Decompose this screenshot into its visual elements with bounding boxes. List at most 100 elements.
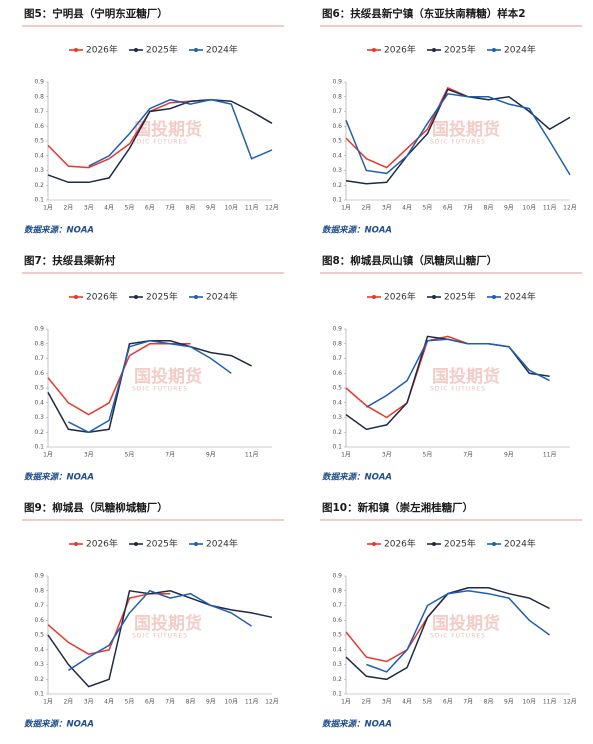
legend-dot xyxy=(492,48,496,52)
watermark-sub: SDIC FUTURES xyxy=(430,633,486,640)
chart-title: 图7：扶绥县渠新村 xyxy=(24,254,116,267)
x-tick-label: 8月 xyxy=(186,699,196,706)
watermark-sub: SDIC FUTURES xyxy=(132,139,188,146)
chart-title: 图5：宁明县（宁明东亚糖厂） xyxy=(24,7,168,20)
x-tick-label: 3月 xyxy=(84,205,94,212)
x-tick-label: 7月 xyxy=(165,699,175,706)
x-tick-label: 1月 xyxy=(43,205,53,212)
x-tick-label: 6月 xyxy=(145,699,155,706)
legend-dot xyxy=(492,295,496,299)
legend-label: 2026年 xyxy=(384,44,416,56)
y-tick-label: 0.2 xyxy=(34,429,44,436)
y-tick-label: 0.1 xyxy=(34,691,44,698)
y-tick-label: 0.3 xyxy=(332,167,342,174)
legend-label: 2025年 xyxy=(146,291,178,303)
legend-label: 2025年 xyxy=(444,291,476,303)
x-tick-label: 5月 xyxy=(423,452,433,459)
y-tick-label: 0.6 xyxy=(34,123,44,130)
y-tick-label: 0.4 xyxy=(332,152,342,159)
y-tick-label: 0.8 xyxy=(332,93,342,100)
x-tick-label: 9月 xyxy=(206,699,216,706)
series-line xyxy=(47,98,211,169)
watermark: 国投期货 xyxy=(432,613,500,634)
x-tick-label: 9月 xyxy=(504,205,514,212)
y-tick-label: 0.4 xyxy=(332,399,342,406)
legend-dot xyxy=(74,48,78,52)
x-tick-label: 1月 xyxy=(43,699,53,706)
x-tick-label: 2月 xyxy=(63,205,73,212)
legend-dot xyxy=(74,295,78,299)
chart-title: 图8：柳城县凤山镇（凤糖凤山糖厂） xyxy=(322,254,497,267)
x-tick-label: 7月 xyxy=(463,699,473,706)
source-note: 数据来源：NOAA xyxy=(24,225,94,236)
x-tick-label: 7月 xyxy=(165,452,175,459)
y-tick-label: 0.6 xyxy=(34,617,44,624)
y-tick-label: 0.5 xyxy=(332,632,342,639)
x-tick-label: 12月 xyxy=(563,699,577,706)
y-tick-label: 0.8 xyxy=(34,93,44,100)
x-tick-label: 3月 xyxy=(84,699,94,706)
x-tick-label: 5月 xyxy=(125,205,135,212)
y-tick-label: 0.3 xyxy=(332,661,342,668)
y-tick-label: 0.7 xyxy=(34,602,44,609)
legend-label: 2026年 xyxy=(86,44,118,56)
y-tick-label: 0.7 xyxy=(34,108,44,115)
legend-dot xyxy=(134,295,138,299)
x-tick-label: 11月 xyxy=(245,452,259,459)
x-tick-label: 8月 xyxy=(484,205,494,212)
y-tick-label: 0.1 xyxy=(332,444,342,451)
y-tick-label: 0.5 xyxy=(34,138,44,145)
legend-dot xyxy=(372,48,376,52)
x-tick-label: 4月 xyxy=(402,205,412,212)
legend-label: 2025年 xyxy=(146,538,178,550)
y-tick-label: 0.5 xyxy=(34,385,44,392)
y-tick-label: 0.1 xyxy=(34,197,44,204)
series-line xyxy=(366,590,551,673)
x-tick-label: 2月 xyxy=(63,699,73,706)
x-tick-label: 4月 xyxy=(104,699,114,706)
legend-label: 2024年 xyxy=(206,44,238,56)
legend-dot xyxy=(194,295,198,299)
x-tick-label: 7月 xyxy=(165,205,175,212)
legend-dot xyxy=(74,542,78,546)
legend-dot xyxy=(432,542,436,546)
y-tick-label: 0.9 xyxy=(34,573,44,580)
source-note: 数据来源：NOAA xyxy=(322,719,392,730)
legend-label: 2026年 xyxy=(384,538,416,550)
x-tick-label: 12月 xyxy=(265,699,279,706)
legend-dot xyxy=(432,48,436,52)
legend-dot xyxy=(134,48,138,52)
y-tick-label: 0.4 xyxy=(34,646,44,653)
legend-label: 2024年 xyxy=(504,538,536,550)
series-line xyxy=(68,340,232,434)
x-tick-label: 8月 xyxy=(484,699,494,706)
x-tick-label: 11月 xyxy=(543,699,557,706)
x-tick-label: 3月 xyxy=(382,205,392,212)
x-tick-label: 12月 xyxy=(265,205,279,212)
series-line xyxy=(366,338,550,408)
y-tick-label: 0.3 xyxy=(332,414,342,421)
legend-label: 2025年 xyxy=(146,44,178,56)
legend-label: 2025年 xyxy=(444,44,476,56)
legend-label: 2026年 xyxy=(86,538,118,550)
watermark-sub: SDIC FUTURES xyxy=(132,386,188,393)
watermark-sub: SDIC FUTURES xyxy=(430,386,486,393)
y-tick-label: 0.2 xyxy=(332,676,342,683)
watermark: 国投期货 xyxy=(432,119,500,140)
y-tick-label: 0.8 xyxy=(332,340,342,347)
y-tick-label: 0.6 xyxy=(332,123,342,130)
y-tick-label: 0.2 xyxy=(34,676,44,683)
series-line xyxy=(67,589,253,672)
series-line xyxy=(88,98,273,167)
x-tick-label: 9月 xyxy=(504,452,514,459)
chart-title: 图9：柳城县（凤糖柳城糖厂） xyxy=(24,501,168,514)
y-tick-label: 0.7 xyxy=(332,108,342,115)
y-tick-label: 0.5 xyxy=(34,632,44,639)
x-tick-label: 5月 xyxy=(423,205,433,212)
series-line xyxy=(47,98,273,184)
x-tick-label: 12月 xyxy=(563,205,577,212)
x-tick-label: 10月 xyxy=(224,205,238,212)
x-tick-label: 6月 xyxy=(145,205,155,212)
chart-title: 图10：新和镇（崇左湘桂糖厂） xyxy=(322,501,473,514)
